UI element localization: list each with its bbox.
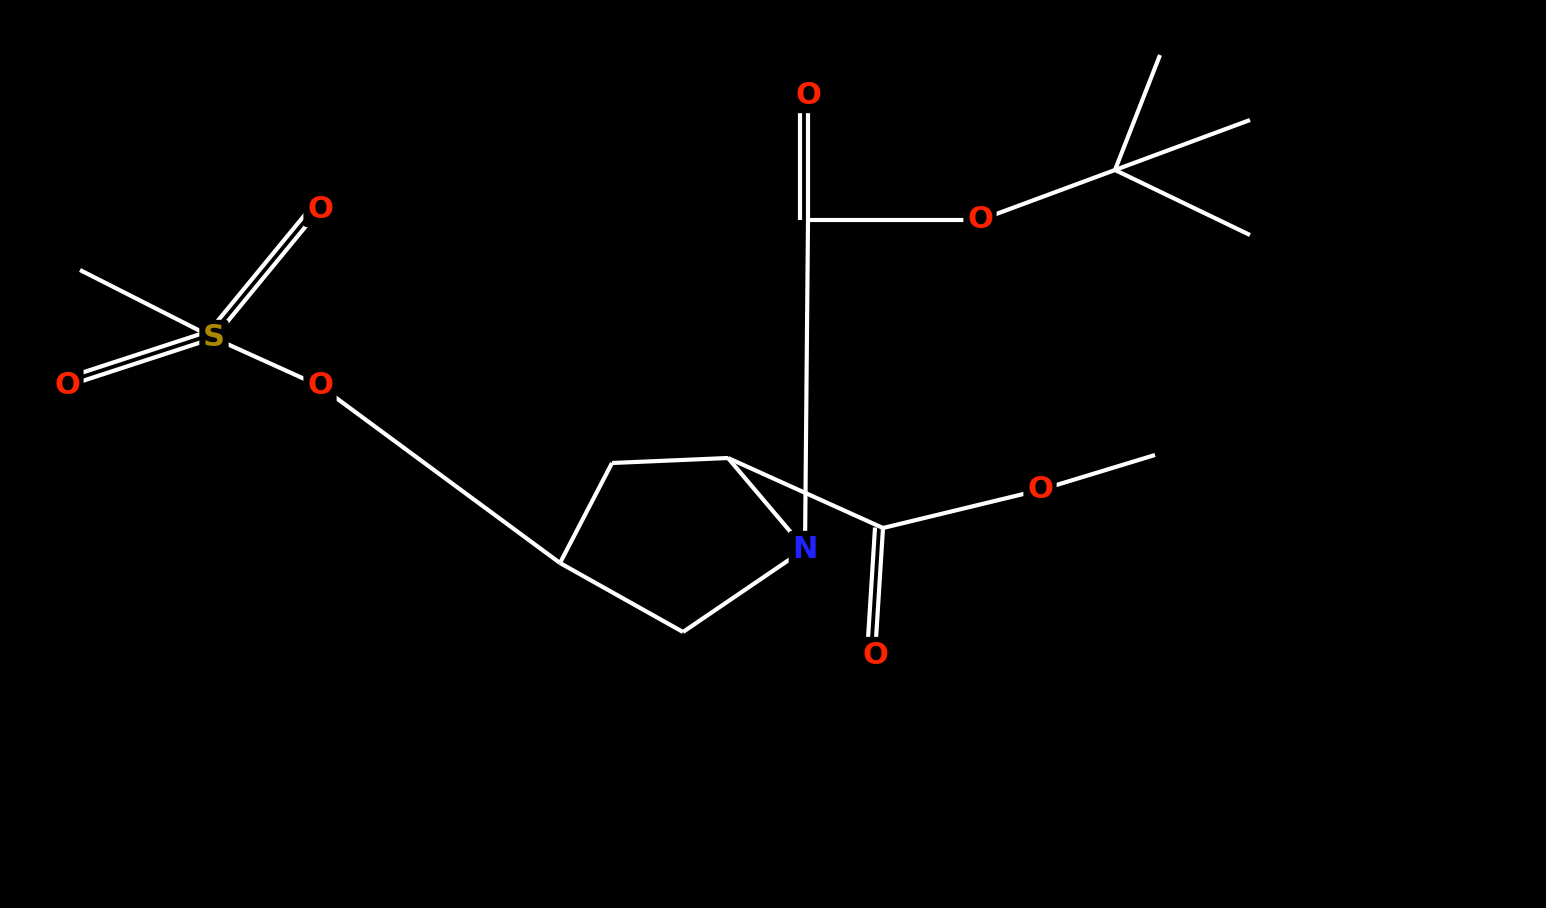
Text: O: O xyxy=(795,81,821,110)
Text: O: O xyxy=(1027,476,1053,505)
Text: O: O xyxy=(308,194,332,223)
Text: O: O xyxy=(968,205,993,234)
Text: S: S xyxy=(203,323,226,352)
Text: O: O xyxy=(54,371,80,400)
Text: O: O xyxy=(863,640,887,669)
Text: O: O xyxy=(308,371,332,400)
Text: N: N xyxy=(792,535,818,564)
